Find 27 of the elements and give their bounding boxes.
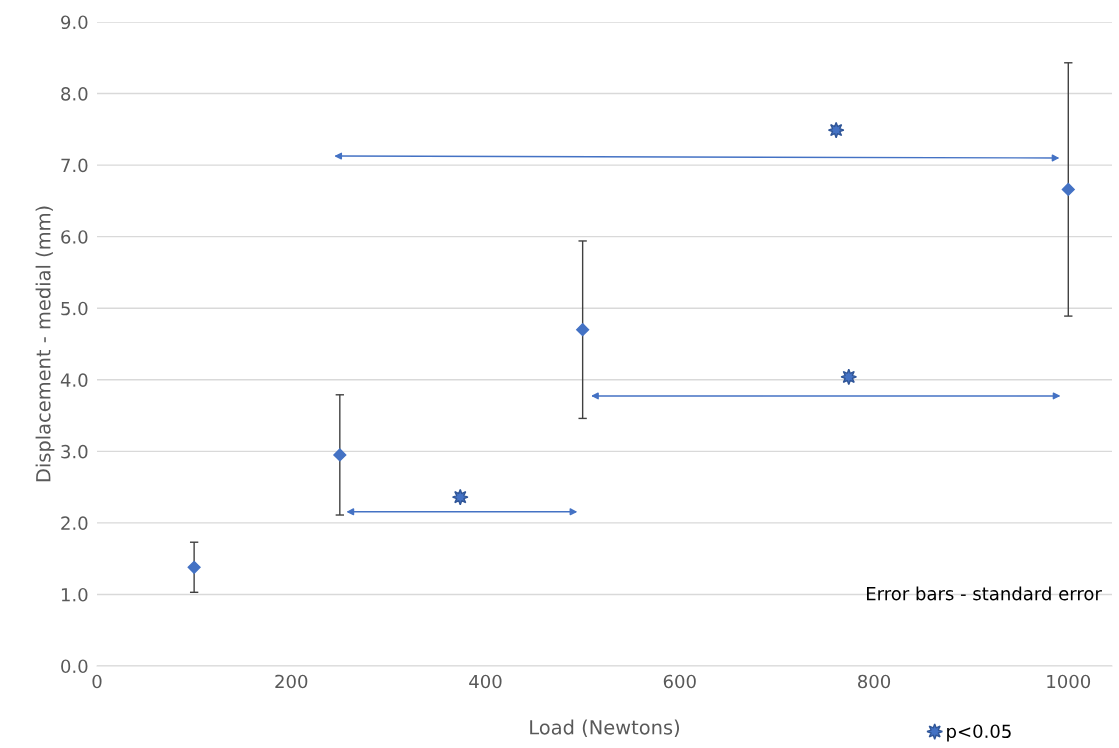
x-tick-label: 0 [92,674,102,689]
y-tick-label: 4.0 [60,373,88,387]
x-tick-label: 200 [275,674,308,689]
y-tick-label: 0.0 [61,659,88,674]
y-axis-title: Displacement - medial (mm) [35,206,55,482]
x-tick-label: 600 [663,674,696,689]
x-tick-label: 1000 [1047,674,1091,689]
y-tick-label: 3.0 [61,444,88,459]
y-tick-label: 1.0 [61,587,88,602]
point [840,368,858,386]
point [451,488,469,506]
x-tick-label: 800 [858,674,891,689]
point [333,448,347,462]
y-tick-label: 8.0 [61,87,88,101]
legend-label: p<0.05 [947,724,1011,742]
x-axis-title: Load (Newtons) [530,719,680,737]
point [827,121,845,139]
y-tick-label: 5.0 [61,301,88,316]
y-tick-label: 2.0 [61,516,88,531]
y-tick-label: 9.0 [61,15,88,30]
point [187,560,201,574]
x-tick-label: 400 [469,674,502,689]
point [576,323,590,337]
y-tick-label: 7.0 [61,158,88,173]
point [1061,182,1075,197]
annotation: Error bars - standard error [867,586,1102,601]
y-tick-label: 6.0 [61,230,88,244]
